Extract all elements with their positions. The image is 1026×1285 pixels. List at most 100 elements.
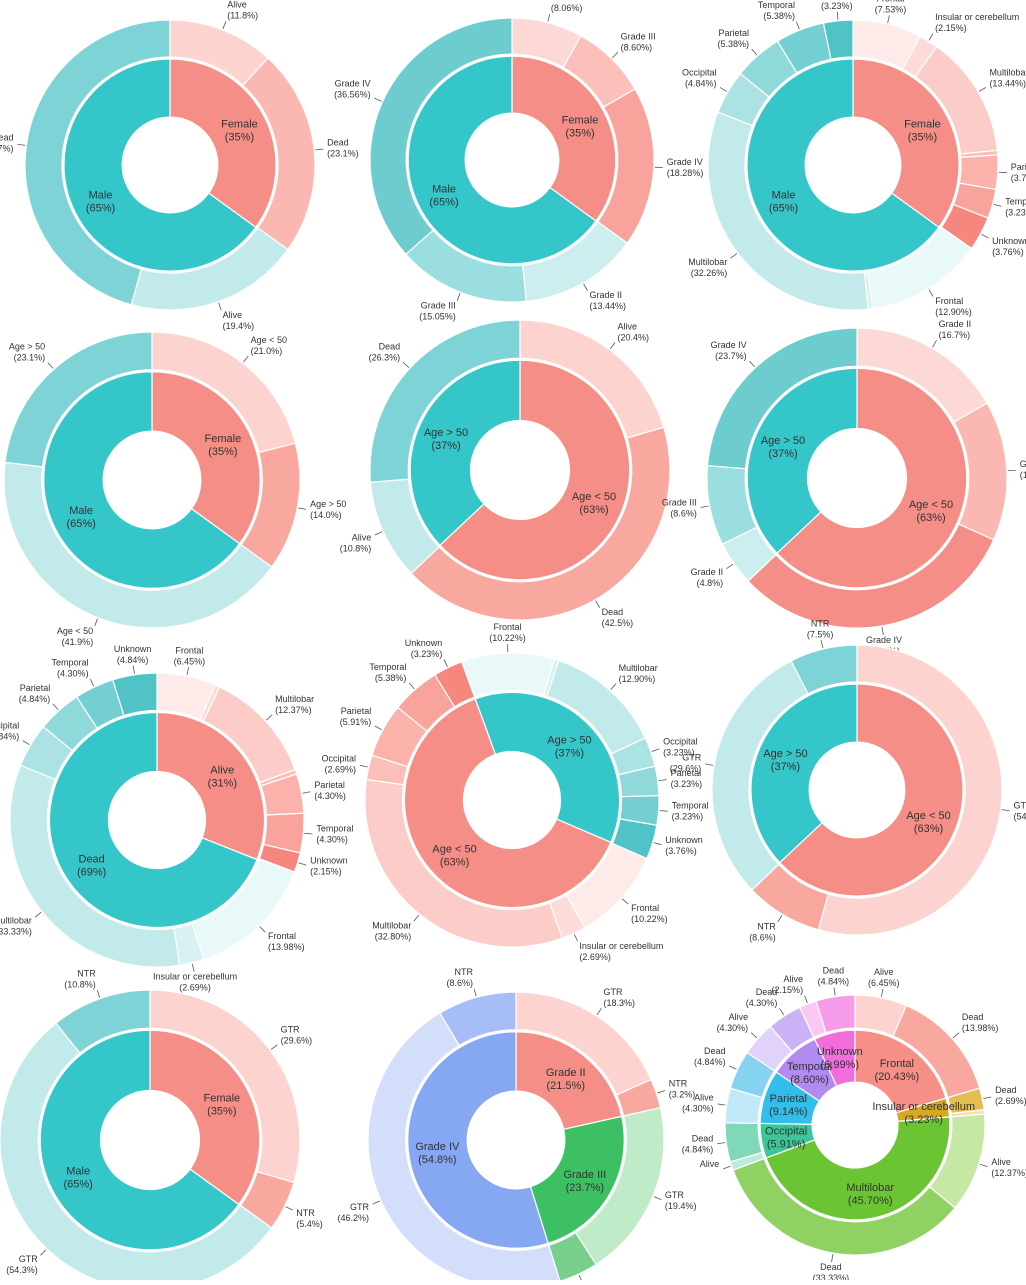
leader-line [403, 362, 409, 367]
leader-line [796, 22, 799, 29]
outer-label-grade-iv: Grade IV(18.28%) [667, 157, 704, 178]
leader-line [303, 792, 311, 793]
donut-chart-1: Female(35%) Male(65%) Alive(11.8%) Dead(23.… [0, 0, 359, 331]
outer-label-alive: Alive(6.45%) [868, 967, 900, 988]
leader-line [41, 1250, 47, 1256]
leader-line [994, 204, 1002, 206]
outer-label-alive: Alive [700, 1159, 720, 1169]
donut-chart-2: Female(35%)Male(65%)Grade II(8.06%)Grade… [334, 0, 703, 321]
inner-label-parietal: Parietal(9.14%) [769, 1093, 808, 1118]
outer-label-gtr: GTR(54.3%) [6, 1254, 38, 1275]
leader-line [731, 253, 737, 258]
outer-label-ntr: NTR(10.8%) [64, 968, 96, 989]
outer-label-parietal: Parietal(4.84%) [19, 683, 51, 704]
outer-label-grade-iii: Grade III(8.6%) [662, 497, 697, 518]
leader-line [597, 1008, 601, 1015]
inner-label-female: Female(35%) [203, 1092, 240, 1117]
inner-label-female: Female(35%) [904, 119, 941, 144]
leader-line [579, 1275, 582, 1280]
leader-line [612, 52, 618, 58]
leader-line [444, 660, 447, 667]
leader-line [315, 149, 323, 150]
leader-line [17, 144, 25, 145]
outer-label-grade-iv: Grade IV(36.56%) [334, 78, 371, 99]
inner-label-grade-iv: Grade IV(54.8%) [415, 1141, 460, 1166]
leader-line [723, 1166, 731, 1169]
outer-label-parietal: Parietal(4.30%) [314, 780, 346, 801]
outer-label-temporal: Temporal(3.23%) [1005, 196, 1026, 217]
leader-line [979, 87, 986, 91]
leader-line [574, 934, 577, 941]
outer-label-alive: Alive(12.37%) [991, 1157, 1026, 1178]
outer-label-temporal: Temporal(4.30%) [52, 657, 89, 678]
leader-line [718, 1104, 726, 1105]
outer-label-gtr: GTR(19.4%) [665, 1190, 697, 1211]
leader-line [659, 780, 667, 781]
outer-label-alive: Alive(4.30%) [717, 1012, 749, 1033]
inner-label-alive: Alive(31%) [208, 765, 237, 790]
outer-label-temporal: Temporal(4.30%) [316, 823, 353, 844]
donut-chart-7: Alive(31%)Dead(69%)Frontal(6.45%)Multilo… [0, 644, 353, 993]
leader-line [657, 1091, 665, 1094]
outer-label-gtr: GTR(18.3%) [604, 987, 636, 1008]
donut-chart-12: Frontal(20.43%)Insular or cerebellum(3.2… [682, 966, 1026, 1280]
outer-label-gtr: GTR(46.2%) [338, 1202, 370, 1223]
leader-line [260, 927, 266, 933]
leader-line [219, 303, 222, 311]
outer-label-multilobar: Multilobar(32.26%) [688, 257, 727, 278]
leader-line [610, 343, 615, 349]
outer-label-multilobar: Multilobar(12.37%) [275, 694, 314, 715]
outer-label-occipital: Occipital(4.84%) [0, 721, 19, 742]
leader-line [654, 1197, 661, 1200]
leader-line [48, 363, 53, 369]
leader-line [271, 1045, 277, 1050]
leader-line [223, 21, 226, 28]
leader-line [596, 601, 600, 608]
outer-label-unknown: Unknown(4.84%) [114, 644, 152, 665]
outer-label-grade-ii: Grade II(13.44%) [590, 290, 627, 311]
outer-label-dead: Dead(23.1%) [327, 138, 359, 159]
inner-label-grade-iii: Grade III(23.7%) [563, 1169, 606, 1194]
leader-line [192, 964, 194, 972]
leader-line [654, 843, 662, 845]
leader-line [929, 33, 933, 40]
outer-label-unknown: Unknown(3.76%) [665, 835, 703, 856]
outer-label-age-50: Age < 50(21.0%) [251, 335, 287, 356]
outer-label-frontal: Frontal(12.90%) [935, 296, 972, 317]
outer-label-multilobar: Multilobar(13.44%) [989, 67, 1026, 88]
leader-line [97, 990, 100, 998]
outer-label-alive: Alive(19.4%) [223, 310, 255, 331]
leader-line [414, 915, 419, 921]
leader-line [373, 1201, 380, 1204]
leader-line [821, 640, 823, 648]
leader-line [35, 912, 41, 917]
leader-line [243, 356, 248, 362]
leader-line [457, 293, 460, 300]
outer-label-grade-iv: Grade IV(23.7%) [711, 340, 747, 361]
outer-label-alive: Alive(20.4%) [617, 321, 649, 342]
outer-label-frontal: Frontal(6.45%) [174, 645, 206, 666]
leader-line [832, 1254, 833, 1262]
leader-line [90, 679, 93, 686]
inner-label-multilobar: Multilobar(45.70%) [846, 1182, 894, 1207]
inner-label-female: Female(35%) [221, 119, 258, 144]
inner-label-female: Female(35%) [562, 114, 599, 139]
donut-chart-8: Age > 50(37%)Age < 50(63%)Frontal(10.22%… [322, 622, 709, 962]
leader-line [360, 765, 368, 767]
leader-line [717, 1143, 725, 1144]
leader-line [584, 284, 588, 291]
outer-label-dead: Dead(4.84%) [818, 966, 850, 987]
outer-label-dead: Dead(42.5%) [602, 607, 634, 628]
outer-label-multilobar: Multilobar(12.90%) [619, 663, 658, 684]
inner-label-male: Male(65%) [769, 189, 798, 214]
inner-label-male: Male(65%) [86, 189, 115, 214]
outer-slice-frontal [462, 653, 555, 697]
outer-label-dead: Dead(26.3%) [369, 342, 401, 363]
outer-label-dead: Dead(2.69%) [995, 1085, 1026, 1106]
inner-label-male: Male(65%) [429, 184, 458, 209]
outer-label-alive: Alive(11.8%) [227, 0, 258, 21]
leader-line [933, 340, 937, 347]
outer-label-ntr: NTR(3.2%) [669, 1078, 696, 1099]
outer-label-unknown: Unknown(3.76%) [992, 236, 1026, 257]
